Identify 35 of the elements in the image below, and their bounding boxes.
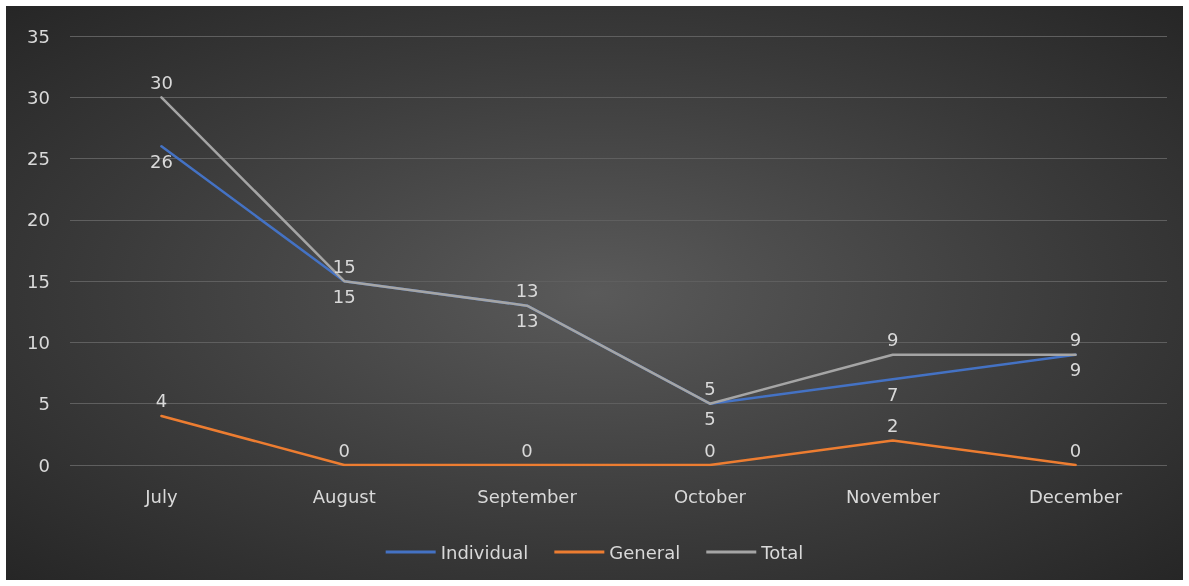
y-tick-label: 5 xyxy=(38,393,50,415)
data-label: 0 xyxy=(521,439,533,461)
data-label: 4 xyxy=(155,390,168,412)
data-label: 9 xyxy=(887,329,899,351)
data-label: 26 xyxy=(149,150,173,172)
data-label: 5 xyxy=(704,378,716,400)
x-tick-label: July xyxy=(144,485,178,507)
y-tick-label: 25 xyxy=(27,148,50,170)
y-tick-label: 35 xyxy=(27,25,50,47)
x-tick-label: October xyxy=(673,485,747,507)
data-label: 2 xyxy=(887,414,899,436)
y-tick-label: 20 xyxy=(27,209,50,231)
legend-label: Individual xyxy=(440,541,529,563)
y-tick-label: 0 xyxy=(38,454,50,476)
x-tick-label: December xyxy=(1028,485,1123,507)
x-tick-label: November xyxy=(845,485,941,507)
data-label: 13 xyxy=(515,310,539,332)
y-tick-label: 10 xyxy=(27,331,50,353)
data-label: 15 xyxy=(332,285,356,307)
data-label: 30 xyxy=(149,71,173,93)
y-tick-label: 15 xyxy=(27,270,50,292)
y-tick-label: 30 xyxy=(27,86,50,108)
legend-label: General xyxy=(609,541,681,563)
data-label: 5 xyxy=(704,408,716,430)
data-label: 0 xyxy=(704,439,716,461)
x-tick-label: September xyxy=(477,485,578,507)
data-label: 7 xyxy=(887,383,899,405)
data-label: 13 xyxy=(515,280,539,302)
legend-label: Total xyxy=(760,541,804,563)
x-tick-label: August xyxy=(312,485,376,507)
data-label: 9 xyxy=(1069,359,1082,381)
data-label: 0 xyxy=(338,439,350,461)
data-label: 15 xyxy=(332,255,356,277)
data-label: 0 xyxy=(1069,439,1082,461)
data-label: 9 xyxy=(1069,329,1082,351)
